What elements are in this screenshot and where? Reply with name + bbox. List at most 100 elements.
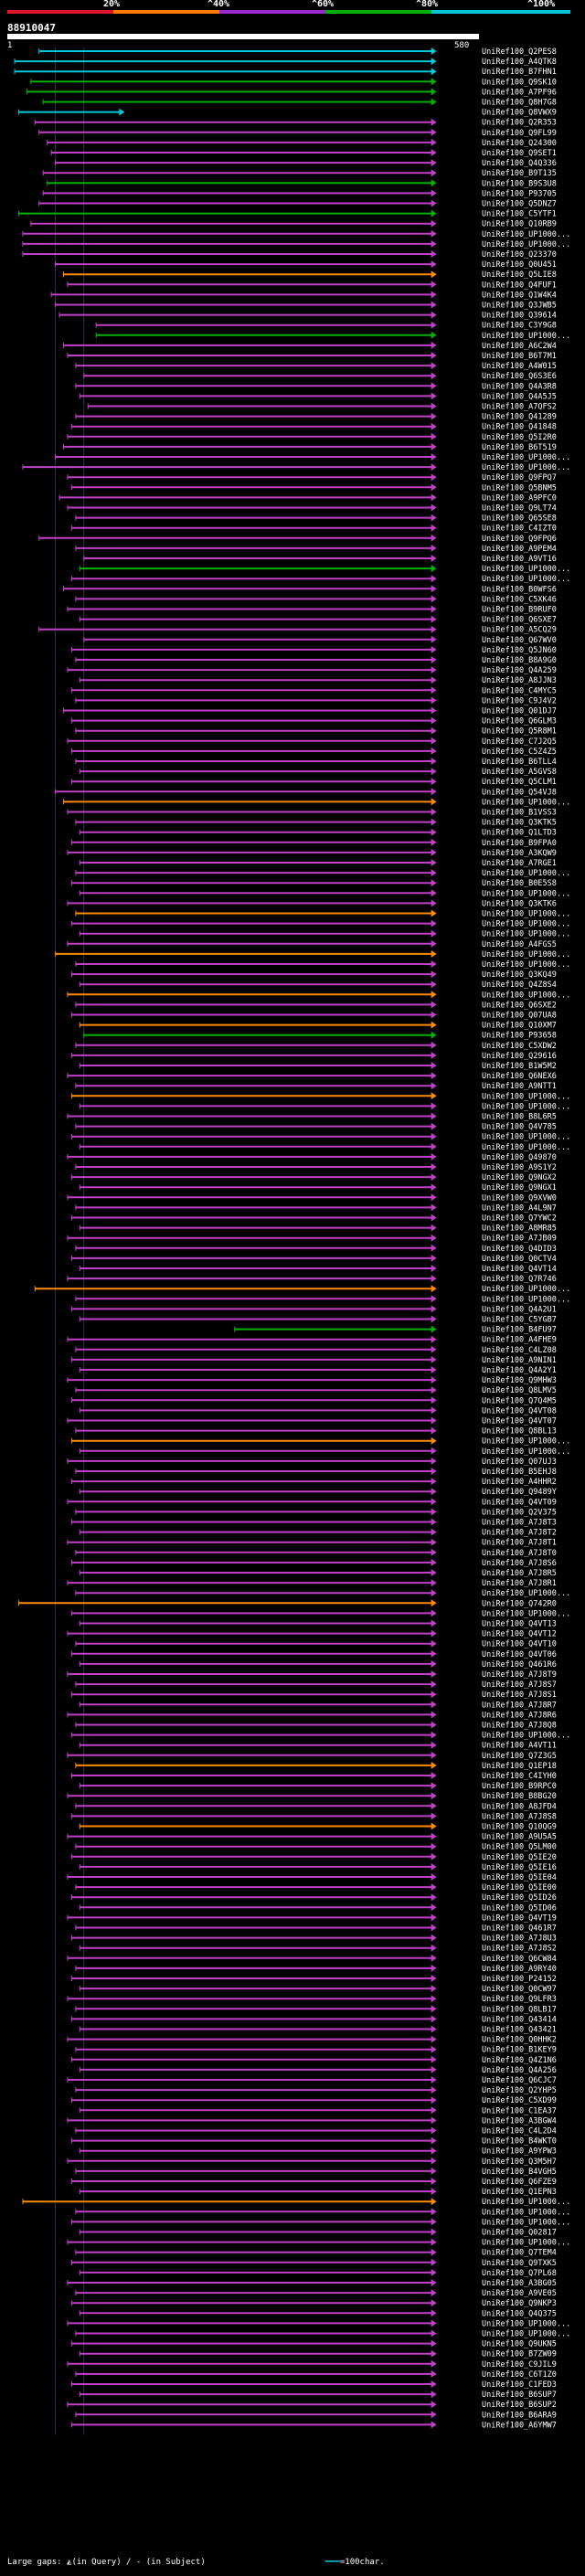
hit-row[interactable]: UniRef100_UP1000... xyxy=(79,930,570,939)
hit-row[interactable]: UniRef100_UP1000... xyxy=(70,1132,570,1142)
hit-row[interactable]: UniRef100_A7J8S2 xyxy=(79,1944,557,1954)
hit-row[interactable]: UniRef100_C9JIL9 xyxy=(67,2359,557,2369)
hit-row[interactable]: UniRef100_Q2R353 xyxy=(34,118,557,128)
hit-row[interactable]: UniRef100_Q7Q4M5 xyxy=(70,1396,557,1405)
hit-row[interactable]: UniRef100_Q461R7 xyxy=(75,1924,557,1934)
hit-row[interactable]: UniRef100_C5XDW2 xyxy=(75,1041,557,1051)
hit-row[interactable]: UniRef100_Q4VT13 xyxy=(79,1619,557,1629)
hit-row[interactable]: UniRef100_A4W015 xyxy=(75,362,557,371)
hit-row[interactable]: UniRef100_Q9NKP3 xyxy=(70,2299,557,2308)
hit-row[interactable]: UniRef100_Q8LB17 xyxy=(75,2005,557,2014)
hit-row[interactable]: UniRef100_B9FPA0 xyxy=(70,838,557,848)
hit-row[interactable]: UniRef100_UP1000... xyxy=(79,889,570,898)
hit-row[interactable]: UniRef100_UP1000... xyxy=(70,2218,570,2227)
hit-row[interactable]: UniRef100_UP1000... xyxy=(62,798,570,807)
hit-row[interactable]: UniRef100_C1FED3 xyxy=(70,2380,557,2390)
hit-row[interactable]: UniRef100_B9RPC0 xyxy=(79,1782,557,1791)
hit-row[interactable]: UniRef100_Q0U451 xyxy=(55,260,557,270)
hit-row[interactable]: UniRef100_Q7YWC2 xyxy=(70,1214,557,1224)
hit-row[interactable]: UniRef100_Q742R0 xyxy=(17,1599,557,1608)
hit-row[interactable]: UniRef100_A5GVS8 xyxy=(79,768,557,777)
hit-row[interactable]: UniRef100_Q7Z3G5 xyxy=(67,1751,557,1761)
hit-row[interactable]: UniRef100_Q6CW84 xyxy=(67,1954,557,1964)
hit-row[interactable]: UniRef100_UP1000... xyxy=(70,1609,570,1618)
hit-row[interactable]: UniRef100_B9RUF0 xyxy=(67,605,557,615)
hit-row[interactable]: UniRef100_UP1000... xyxy=(75,909,570,919)
hit-row[interactable]: UniRef100_Q65SE8 xyxy=(75,514,557,524)
hit-row[interactable]: UniRef100_Q4A5J5 xyxy=(79,392,557,401)
hit-row[interactable]: UniRef100_A8JJN3 xyxy=(79,676,557,685)
hit-row[interactable]: UniRef100_Q7PL68 xyxy=(79,2268,557,2278)
hit-row[interactable]: UniRef100_Q7TEM4 xyxy=(75,2248,557,2258)
hit-row[interactable]: UniRef100_Q9FPQ7 xyxy=(67,473,557,482)
hit-row[interactable]: UniRef100_Q10XM7 xyxy=(79,1021,557,1031)
hit-row[interactable]: UniRef100_Q02817 xyxy=(79,2228,557,2238)
hit-row[interactable]: UniRef100_Q41289 xyxy=(75,412,557,422)
hit-row[interactable]: UniRef100_Q24300 xyxy=(47,138,557,148)
hit-row[interactable]: UniRef100_A7J8T2 xyxy=(79,1528,557,1538)
hit-row[interactable]: UniRef100_UP1000... xyxy=(75,1589,570,1598)
hit-row[interactable]: UniRef100_C5Z4Z5 xyxy=(70,747,557,757)
hit-row[interactable]: UniRef100_A9RY40 xyxy=(75,1964,557,1974)
hit-row[interactable]: UniRef100_Q3KTK6 xyxy=(67,899,557,908)
hit-row[interactable]: UniRef100_Q5ID06 xyxy=(79,1903,557,1913)
hit-row[interactable]: UniRef100_Q0CW97 xyxy=(79,1985,557,1994)
hit-row[interactable]: UniRef100_Q6SXE2 xyxy=(75,1001,557,1010)
hit-row[interactable]: UniRef100_A9YPW3 xyxy=(79,2147,557,2157)
hit-row[interactable]: UniRef100_Q5IE00 xyxy=(75,1883,557,1892)
hit-row[interactable]: UniRef100_A3BGW4 xyxy=(67,2116,557,2125)
hit-row[interactable]: UniRef100_Q43414 xyxy=(70,2015,557,2024)
hit-row[interactable]: UniRef100_C7J2Q5 xyxy=(67,737,557,747)
hit-row[interactable]: UniRef100_Q9LT74 xyxy=(67,504,557,514)
hit-row[interactable]: UniRef100_UP1000... xyxy=(70,1436,570,1447)
hit-row[interactable]: UniRef100_Q8H7G8 xyxy=(42,98,557,108)
hit-row[interactable]: UniRef100_A9VT16 xyxy=(83,555,557,564)
hit-row[interactable]: UniRef100_Q2YHP5 xyxy=(75,2086,557,2095)
hit-row[interactable]: UniRef100_Q6GLM3 xyxy=(70,716,557,726)
hit-row[interactable]: UniRef100_B6TLL4 xyxy=(75,758,557,767)
hit-row[interactable]: UniRef100_Q4V785 xyxy=(75,1122,557,1132)
hit-row[interactable]: UniRef100_Q3KQ49 xyxy=(70,970,557,980)
hit-row[interactable]: UniRef100_UP1000... xyxy=(22,2198,570,2207)
hit-row[interactable]: UniRef100_UP1000... xyxy=(75,2208,570,2217)
hit-row[interactable]: UniRef100_A7J8R6 xyxy=(67,1711,557,1720)
hit-row[interactable]: UniRef100_UP1000... xyxy=(75,1295,570,1304)
hit-row[interactable]: UniRef100_Q5IE20 xyxy=(70,1852,557,1862)
hit-row[interactable]: UniRef100_C5YTF1 xyxy=(17,209,557,219)
hit-row[interactable]: UniRef100_C6T1Z0 xyxy=(75,2369,557,2380)
hit-row[interactable]: UniRef100_A9S1Y2 xyxy=(75,1163,557,1172)
hit-row[interactable]: UniRef100_Q5BNM5 xyxy=(70,483,557,493)
hit-row[interactable]: UniRef100_UP1000... xyxy=(70,1731,570,1741)
hit-row[interactable]: UniRef100_B0E5S8 xyxy=(70,879,557,888)
hit-row[interactable]: UniRef100_A7J8S6 xyxy=(70,1558,557,1568)
hit-row[interactable]: UniRef100_A9NTT1 xyxy=(75,1082,557,1091)
hit-row[interactable]: UniRef100_Q4A2Y1 xyxy=(79,1366,557,1375)
hit-row[interactable]: UniRef100_A4L9N7 xyxy=(75,1203,557,1213)
hit-row[interactable]: UniRef100_Q9FPQ6 xyxy=(38,534,557,544)
hit-row[interactable]: UniRef100_Q43421 xyxy=(79,2025,557,2035)
hit-row[interactable]: UniRef100_Q4A3R8 xyxy=(75,382,557,391)
hit-row[interactable]: UniRef100_Q8LMV5 xyxy=(75,1386,557,1395)
hit-row[interactable]: UniRef100_C5YGB7 xyxy=(79,1315,557,1325)
hit-row[interactable]: UniRef100_Q9TXK5 xyxy=(70,2258,557,2268)
hit-row[interactable]: UniRef100_Q9NGX2 xyxy=(70,1173,557,1182)
hit-row[interactable]: UniRef100_C4MYC5 xyxy=(70,686,557,695)
hit-row[interactable]: UniRef100_A7J8R5 xyxy=(79,1569,557,1578)
hit-row[interactable]: UniRef100_B6ARA9 xyxy=(75,2411,557,2420)
hit-row[interactable]: UniRef100_Q4Z1N6 xyxy=(70,2055,557,2065)
hit-row[interactable]: UniRef100_B4WKT0 xyxy=(70,2136,557,2147)
hit-row[interactable]: UniRef100_B4VGH5 xyxy=(75,2167,557,2177)
hit-row[interactable]: UniRef100_Q4VT14 xyxy=(79,1265,557,1274)
hit-row[interactable]: UniRef100_Q4DID3 xyxy=(75,1244,557,1254)
hit-row[interactable]: UniRef100_A7J8T3 xyxy=(70,1518,557,1528)
hit-row[interactable]: UniRef100_A7JB09 xyxy=(67,1234,557,1244)
hit-row[interactable]: UniRef100_A3BG05 xyxy=(67,2279,557,2288)
hit-row[interactable]: UniRef100_UP1000... xyxy=(95,331,570,341)
hit-row[interactable]: UniRef100_B9T135 xyxy=(42,169,557,178)
hit-row[interactable]: UniRef100_C4LZ08 xyxy=(75,1345,557,1355)
hit-row[interactable]: UniRef100_C3Y9G8 xyxy=(95,321,557,331)
hit-row[interactable]: UniRef100_A7PF96 xyxy=(26,88,557,97)
hit-row[interactable]: UniRef100_A9NIN1 xyxy=(70,1355,557,1365)
hit-row[interactable]: UniRef100_Q2V375 xyxy=(75,1508,557,1517)
hit-row[interactable]: UniRef100_A7J8U3 xyxy=(70,1934,557,1944)
